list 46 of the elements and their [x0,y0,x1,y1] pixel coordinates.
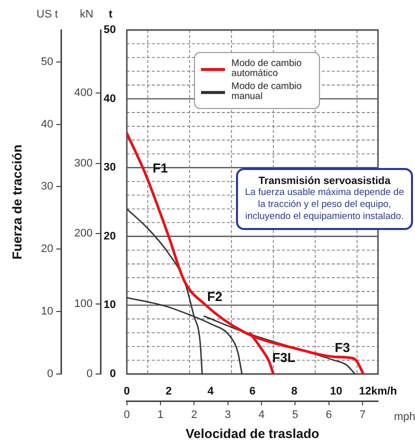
y-tick-label: 20 [104,230,116,242]
y3-tick-label: 0 [47,368,54,380]
y-tick-label: 0 [110,368,116,380]
x-tick-label: 4 [207,386,214,398]
x2-tick-label: 1 [157,408,164,421]
x-tick-label: 10 [330,386,342,398]
y2-tick-label: 400 [74,87,93,100]
x-axis-title: Velocidad de traslado [186,426,320,441]
y3-tick-label: 50 [40,56,54,68]
y-tick-label: 50 [104,24,116,36]
y3-tick-label: 30 [40,180,54,193]
x-tick-label: 8 [291,386,298,398]
y-tick-label: 10 [104,299,116,312]
y3-tick-label: 40 [40,118,54,130]
x2-tick-label: 0 [124,408,130,421]
y-axis-title: t [108,8,113,21]
x2-tick-label: 7 [359,408,366,421]
annotation: La fuerza usable máxima depende de la tracción y el peso del equipo, incluyendo el equipamiento instalado. [244,187,405,223]
y3-tick-label: 10 [40,306,54,318]
x-tick-label: 2 [166,386,172,398]
x2-tick-label: 6 [326,408,332,421]
y2-tick-label: 300 [74,157,93,170]
y3-axis-title: US t [36,8,58,21]
x2-axis-title: mph [394,411,415,424]
annotation: Transmisión servoasistida [258,175,392,187]
y2-tick-label: 0 [86,368,93,380]
annotation: F3L [272,350,296,365]
annotation: F2 [207,289,222,304]
x-tick-label: 0 [124,386,130,398]
y-tick-label: 40 [104,92,116,105]
y2-tick-label: 200 [74,228,93,240]
y2-tick-label: 100 [74,298,93,310]
y3-tick-label: 20 [40,243,54,256]
x2-tick-label: 5 [292,408,298,421]
text: Fuerza de tracción [10,144,25,260]
x2-tick-label: 2 [191,408,198,421]
text-box: Transmisión servoasistida La fuerza usable máxima depende de la tracción y el peso del equipo, incluyendo el equipamiento instalado. [236,168,413,230]
annotation: F3 [334,340,350,356]
y2-axis-title: kN [80,8,94,21]
x-tick-label: 6 [249,386,256,398]
x2-tick-label: 3 [224,408,231,421]
x2-tick-label: 4 [258,408,265,421]
y-tick-label: 30 [104,162,116,174]
x-tick-label: 12km/h [359,386,398,398]
legend-label: Modo de cambio automático [231,58,303,79]
legend-label: Modo de cambio manual [231,81,303,102]
